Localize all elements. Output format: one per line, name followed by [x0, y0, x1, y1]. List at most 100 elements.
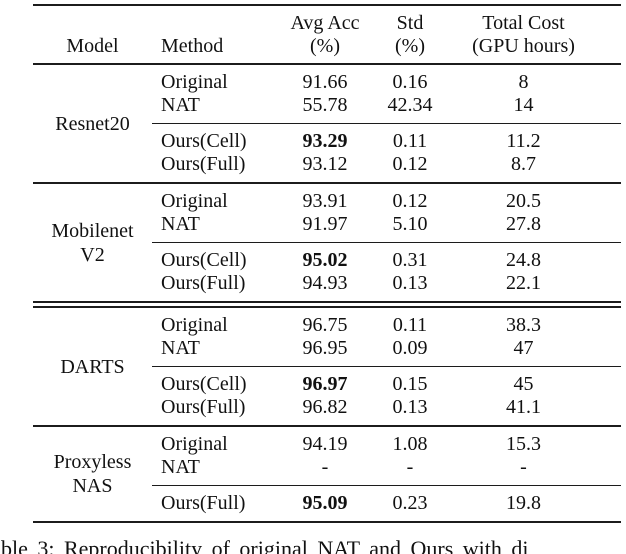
cell-std: 0.11: [392, 130, 428, 152]
partial-rule: [152, 366, 621, 367]
double-separator-rule: [33, 301, 621, 308]
group-mobilenet-v2: Mobilenet V2 Original 93.91 0.12 20.5 NA…: [33, 184, 621, 301]
partial-rule: [152, 123, 621, 124]
table-row: Ours(Cell) 93.29 0.11 11.2: [152, 130, 621, 153]
cell-std: 0.31: [392, 249, 428, 271]
model-cell: Resnet20: [55, 112, 130, 135]
cell-avg-acc: 91.97: [302, 213, 348, 235]
cell-std: 0.09: [392, 337, 428, 359]
table-row: Ours(Cell) 95.02 0.31 24.8: [152, 249, 621, 272]
table-row: Original 93.91 0.12 20.5: [152, 190, 621, 213]
table-row: Ours(Full) 94.93 0.13 22.1: [152, 272, 621, 295]
cell-avg-acc: 94.93: [302, 272, 348, 294]
cell-std: -: [406, 456, 414, 478]
cell-avg-acc: 96.95: [302, 337, 348, 359]
cell-method: NAT: [161, 456, 200, 478]
cell-avg-acc: 96.97: [302, 373, 348, 395]
cell-avg-acc: 93.29: [302, 130, 348, 152]
cell-cost: 47: [513, 337, 534, 359]
table-row: NAT 55.78 42.34 14: [152, 94, 621, 117]
model-cell: Proxyless NAS: [53, 451, 132, 497]
cell-method: Ours(Full): [161, 396, 246, 418]
cell-method: Ours(Full): [161, 153, 246, 175]
cell-method: Ours(Cell): [161, 373, 247, 395]
cell-method: Original: [161, 71, 228, 93]
header-method: Method: [161, 35, 224, 57]
cell-std: 42.34: [387, 94, 433, 116]
results-table: Model Method Avg Acc (%) Std (%) Total C…: [33, 4, 621, 523]
table-row: Original 91.66 0.16 8: [152, 71, 621, 94]
header-std: Std (%): [395, 12, 425, 57]
cell-cost: 45: [513, 373, 534, 395]
cell-cost: 8: [518, 71, 529, 93]
table-row: Ours(Full) 93.12 0.12 8.7: [152, 153, 621, 176]
partial-rule: [152, 242, 621, 243]
table-top-rule: [33, 4, 621, 6]
cell-method: NAT: [161, 337, 200, 359]
cell-std: 0.12: [392, 190, 428, 212]
cell-method: Ours(Cell): [161, 130, 247, 152]
cell-avg-acc: 93.91: [302, 190, 348, 212]
table-row: Ours(Full) 96.82 0.13 41.1: [152, 396, 621, 419]
table-header-row: Model Method Avg Acc (%) Std (%) Total C…: [33, 6, 621, 63]
table-bottom-rule: [33, 521, 621, 523]
cell-std: 0.13: [392, 396, 428, 418]
baseline-block: Original 94.19 1.08 15.3 NAT - - -: [152, 427, 621, 485]
cell-std: 0.15: [392, 373, 428, 395]
cell-avg-acc: -: [321, 456, 329, 478]
header-avg-acc: Avg Acc (%): [290, 12, 360, 57]
cell-method: NAT: [161, 94, 200, 116]
model-cell: Mobilenet V2: [51, 219, 134, 266]
ours-block: Ours(Cell) 95.02 0.31 24.8 Ours(Full) 94…: [152, 243, 621, 301]
table-row: Original 96.75 0.11 38.3: [152, 314, 621, 337]
header-model: Model: [66, 35, 119, 57]
cell-avg-acc: 96.82: [302, 396, 348, 418]
cell-avg-acc: 95.02: [302, 249, 348, 271]
cell-cost: 20.5: [506, 190, 541, 212]
cell-cost: 22.1: [506, 272, 541, 294]
cell-std: 0.16: [392, 71, 428, 93]
ours-block: Ours(Cell) 96.97 0.15 45 Ours(Full) 96.8…: [152, 367, 621, 425]
ours-block: Ours(Full) 95.09 0.23 19.8: [152, 486, 621, 521]
cell-method: Original: [161, 433, 228, 455]
ours-block: Ours(Cell) 93.29 0.11 11.2 Ours(Full) 93…: [152, 124, 621, 182]
cell-std: 0.12: [392, 153, 428, 175]
cell-cost: 24.8: [506, 249, 541, 271]
cell-method: Original: [161, 190, 228, 212]
cell-avg-acc: 94.19: [302, 433, 348, 455]
cell-cost: 38.3: [506, 314, 541, 336]
cell-method: Original: [161, 314, 228, 336]
cell-cost: 11.2: [506, 130, 541, 152]
baseline-block: Original 96.75 0.11 38.3 NAT 96.95 0.09 …: [152, 308, 621, 366]
group-separator-rule: [33, 425, 621, 427]
group-proxyless-nas: Proxyless NAS Original 94.19 1.08 15.3 N…: [33, 427, 621, 521]
cell-avg-acc: 55.78: [302, 94, 348, 116]
cell-std: 0.13: [392, 272, 428, 294]
group-darts: DARTS Original 96.75 0.11 38.3 NAT 96.95…: [33, 308, 621, 425]
cell-avg-acc: 95.09: [302, 492, 348, 514]
cell-cost: 19.8: [506, 492, 541, 514]
table-row: Ours(Cell) 96.97 0.15 45: [152, 373, 621, 396]
cell-cost: 14: [513, 94, 534, 116]
header-separator-rule: [33, 63, 621, 65]
cell-cost: 27.8: [506, 213, 541, 235]
cell-avg-acc: 96.75: [302, 314, 348, 336]
baseline-block: Original 93.91 0.12 20.5 NAT 91.97 5.10 …: [152, 184, 621, 242]
table-row: NAT - - -: [152, 456, 621, 479]
cell-std: 5.10: [392, 213, 428, 235]
cell-avg-acc: 93.12: [302, 153, 348, 175]
cell-avg-acc: 91.66: [302, 71, 348, 93]
cell-std: 0.23: [392, 492, 428, 514]
partial-rule: [152, 485, 621, 486]
cell-method: Ours(Cell): [161, 249, 247, 271]
cell-method: NAT: [161, 213, 200, 235]
table-row: Original 94.19 1.08 15.3: [152, 433, 621, 456]
cell-method: Ours(Full): [161, 492, 246, 514]
cell-std: 0.11: [392, 314, 428, 336]
group-resnet20: Resnet20 Original 91.66 0.16 8 NAT 55.78…: [33, 65, 621, 182]
cell-cost: 41.1: [506, 396, 541, 418]
table-row: NAT 91.97 5.10 27.8: [152, 213, 621, 236]
table-row: NAT 96.95 0.09 47: [152, 337, 621, 360]
table-row: Ours(Full) 95.09 0.23 19.8: [152, 492, 621, 515]
